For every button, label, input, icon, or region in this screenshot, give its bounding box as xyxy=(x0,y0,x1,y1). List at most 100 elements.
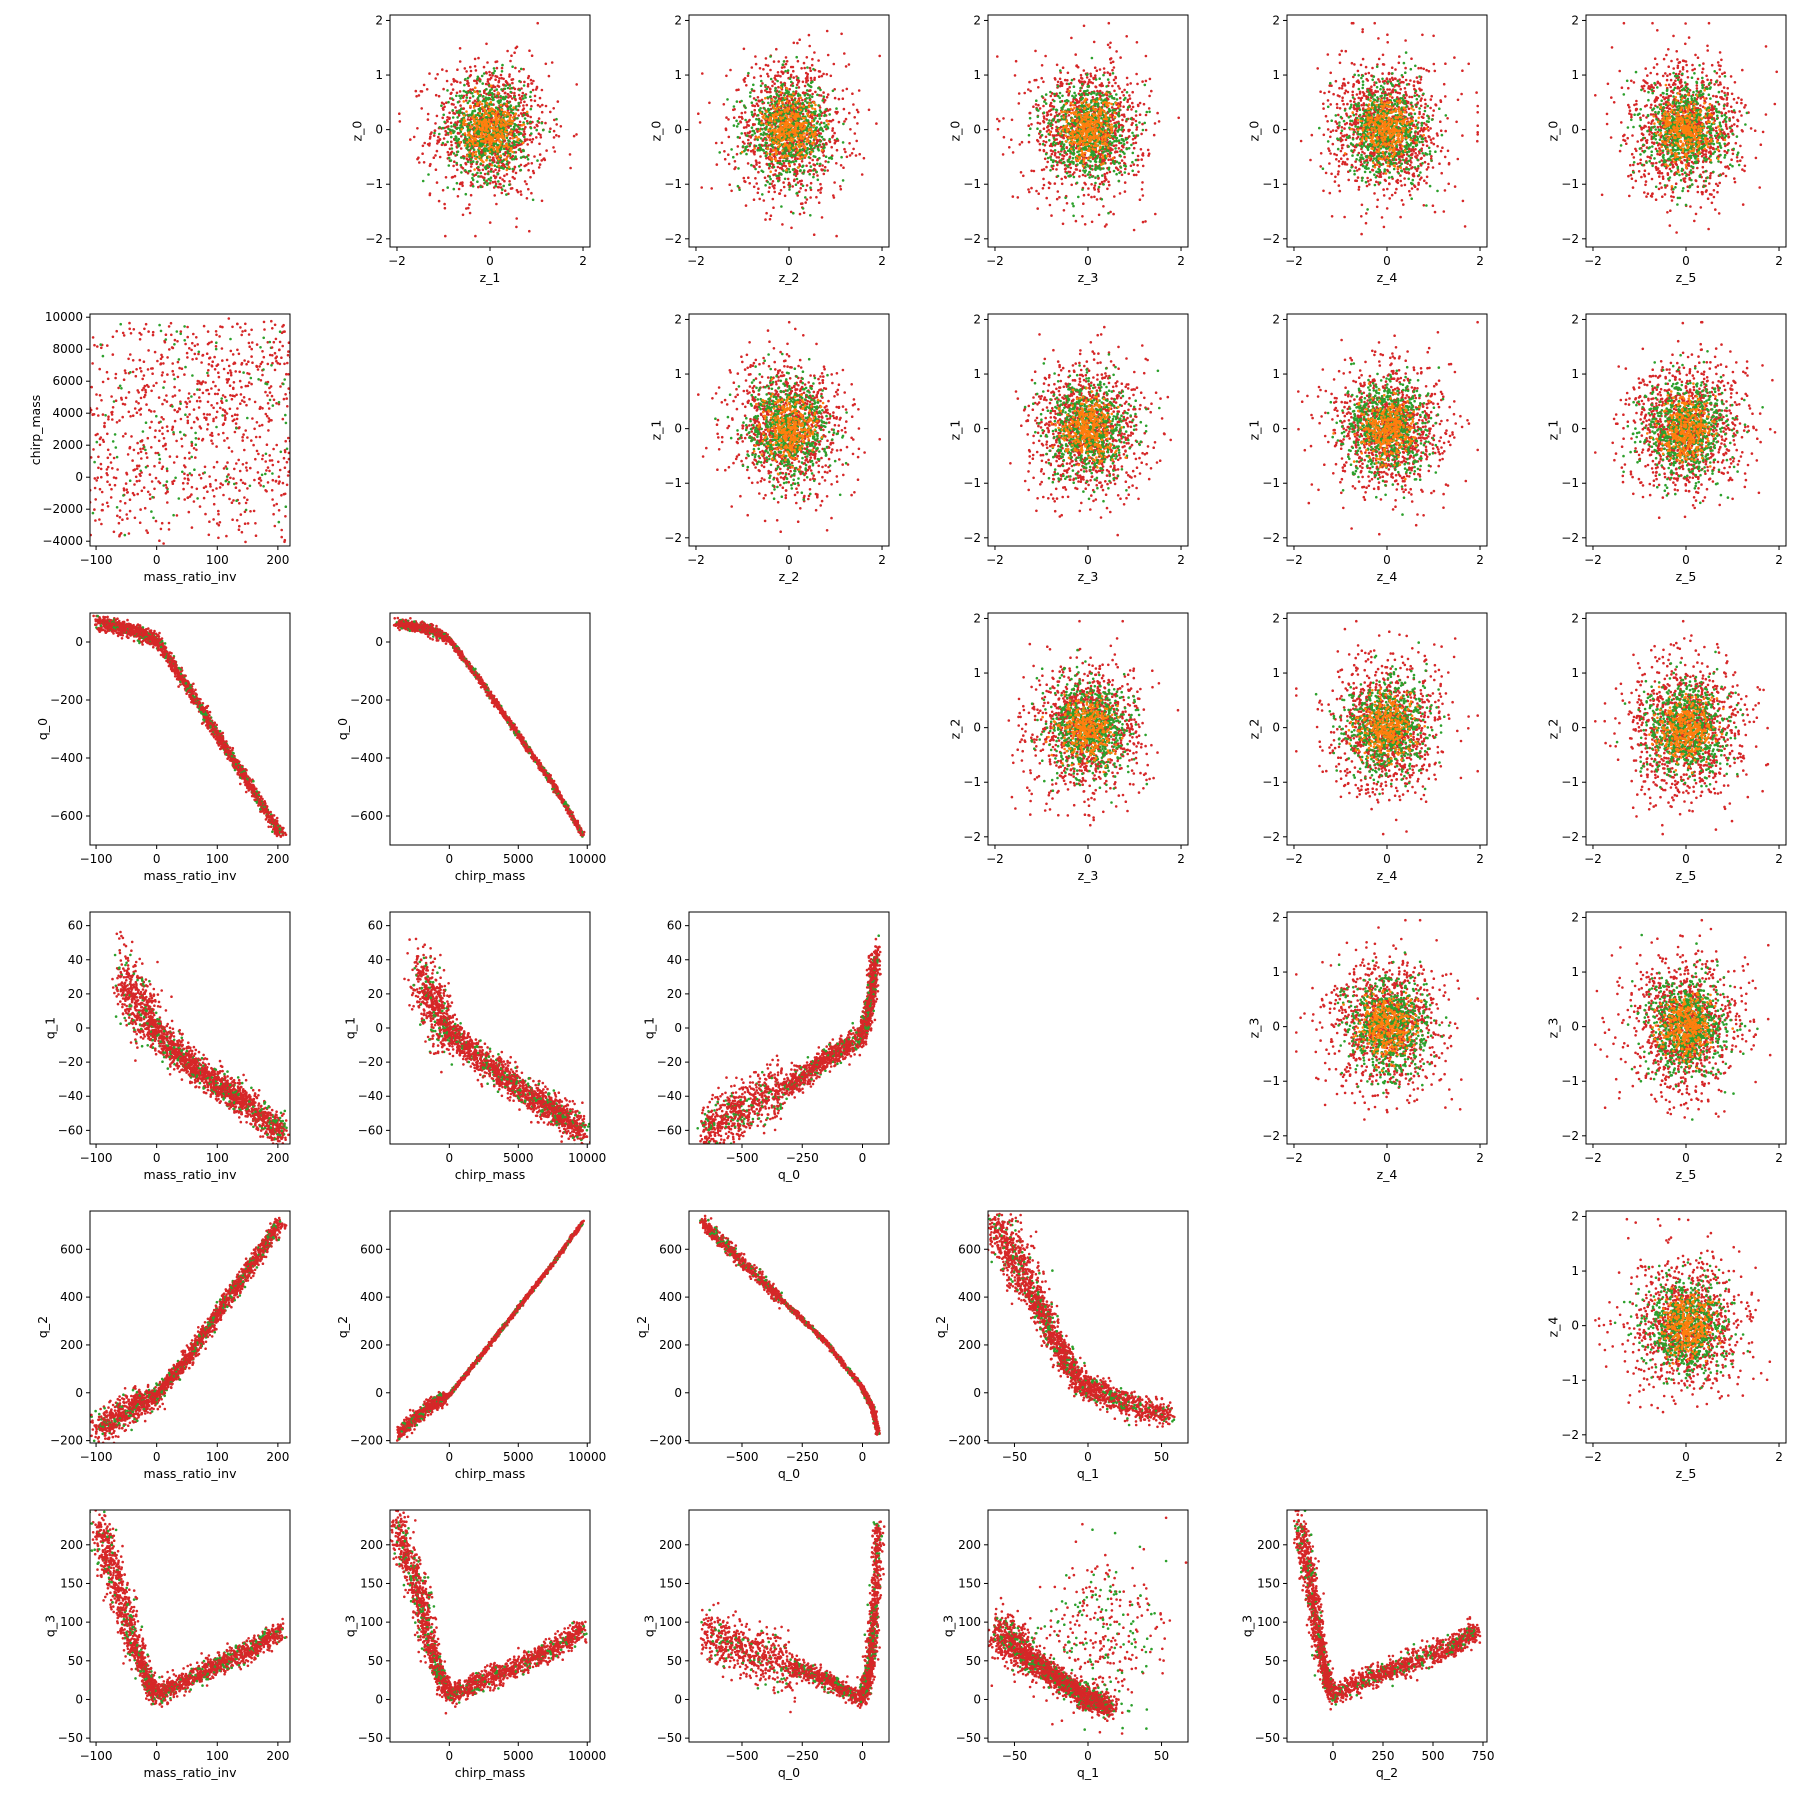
point-green xyxy=(455,136,458,139)
point-red xyxy=(1058,196,1061,199)
point-red xyxy=(469,97,472,100)
point-red xyxy=(1139,102,1142,105)
point-green xyxy=(511,87,514,90)
point-red xyxy=(799,213,802,216)
point-red xyxy=(527,83,530,86)
point-red xyxy=(488,163,491,166)
point-red xyxy=(806,198,809,201)
point-red xyxy=(773,191,776,194)
point-red xyxy=(447,151,450,154)
point-red xyxy=(760,75,763,78)
point-red xyxy=(738,116,741,119)
point-red xyxy=(489,182,492,185)
point-green xyxy=(468,100,471,103)
point-green xyxy=(825,155,828,158)
point-red xyxy=(1030,187,1033,190)
point-red xyxy=(762,68,765,71)
point-red xyxy=(842,89,845,92)
point-green xyxy=(483,147,486,150)
point-red xyxy=(813,51,816,54)
point-orange xyxy=(508,166,511,169)
point-green xyxy=(784,178,787,181)
point-green xyxy=(510,108,513,111)
point-orange xyxy=(497,136,500,139)
point-orange xyxy=(789,139,792,142)
point-red xyxy=(533,126,536,129)
point-red xyxy=(1123,89,1126,92)
point-red xyxy=(450,83,453,86)
point-red xyxy=(470,70,473,73)
point-green xyxy=(460,130,463,133)
point-green xyxy=(770,133,773,136)
point-red xyxy=(849,128,852,131)
point-red xyxy=(811,64,814,67)
point-green xyxy=(487,97,490,100)
point-orange xyxy=(470,136,473,139)
point-green xyxy=(804,196,807,199)
point-red xyxy=(1068,114,1071,117)
point-green xyxy=(806,66,809,69)
point-red xyxy=(454,106,457,109)
point-red xyxy=(450,141,453,144)
point-red xyxy=(798,80,801,83)
point-red xyxy=(736,153,739,156)
point-red xyxy=(843,108,846,111)
point-green xyxy=(817,87,820,90)
point-red xyxy=(819,183,822,186)
point-green xyxy=(523,84,526,87)
point-red xyxy=(515,226,518,229)
point-orange xyxy=(488,105,491,108)
point-green xyxy=(473,109,476,112)
point-red xyxy=(1130,108,1133,111)
point-green xyxy=(759,149,762,152)
point-green xyxy=(788,168,791,171)
point-orange xyxy=(465,110,468,113)
point-orange xyxy=(500,120,503,123)
point-red xyxy=(516,46,519,49)
point-orange xyxy=(490,143,493,146)
point-red xyxy=(1131,91,1134,94)
point-orange xyxy=(460,128,463,131)
point-red xyxy=(1088,79,1091,82)
point-red xyxy=(1049,145,1052,148)
point-green xyxy=(780,163,783,166)
point-red xyxy=(727,153,730,156)
point-red xyxy=(1133,229,1136,232)
point-red xyxy=(1084,175,1087,178)
point-red xyxy=(769,150,772,153)
point-orange xyxy=(806,112,809,115)
point-orange xyxy=(791,111,794,114)
point-red xyxy=(514,166,517,169)
point-orange xyxy=(459,141,462,144)
point-red xyxy=(1108,81,1111,84)
point-red xyxy=(755,163,758,166)
point-orange xyxy=(473,114,476,117)
point-green xyxy=(733,124,736,127)
point-red xyxy=(453,80,456,83)
point-red xyxy=(804,201,807,204)
point-red xyxy=(816,142,819,145)
point-orange xyxy=(485,159,488,162)
point-orange xyxy=(799,157,802,160)
point-red xyxy=(489,78,492,81)
point-orange xyxy=(509,117,512,120)
point-red xyxy=(534,100,537,103)
point-red xyxy=(796,42,799,45)
point-red xyxy=(754,55,757,58)
point-red xyxy=(791,185,794,188)
point-green xyxy=(524,96,527,99)
point-red xyxy=(825,143,828,146)
point-red xyxy=(772,206,775,209)
point-orange xyxy=(798,146,801,149)
point-orange xyxy=(800,122,803,125)
point-orange xyxy=(783,145,786,148)
point-red xyxy=(868,109,871,112)
point-red xyxy=(835,162,838,165)
point-green xyxy=(795,183,798,186)
point-green xyxy=(769,178,772,181)
point-red xyxy=(853,116,856,119)
point-red xyxy=(1124,168,1127,171)
point-red xyxy=(1129,82,1132,85)
point-green xyxy=(788,188,791,191)
